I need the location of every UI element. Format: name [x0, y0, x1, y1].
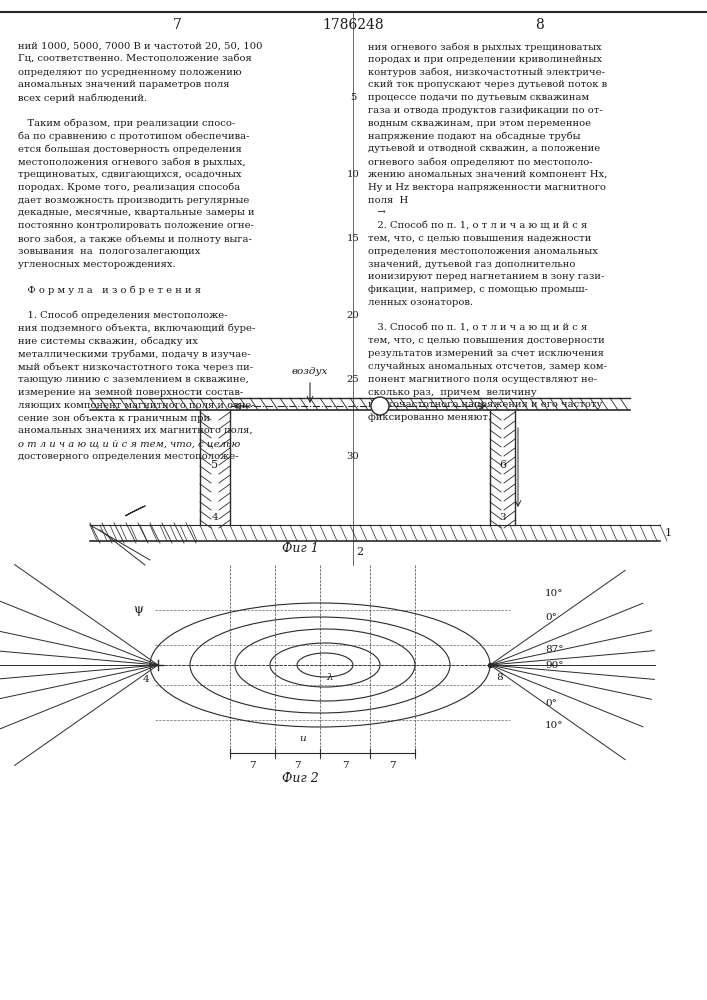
- Text: достоверного определения местоположе-: достоверного определения местоположе-: [18, 452, 239, 461]
- Text: ний 1000, 5000, 7000 В и частотой 20, 50, 100: ний 1000, 5000, 7000 В и частотой 20, 50…: [18, 42, 262, 51]
- Text: Фиг 1: Фиг 1: [281, 542, 318, 555]
- Text: напряжение подают на обсадные трубы: напряжение подают на обсадные трубы: [368, 132, 580, 141]
- Text: 5: 5: [211, 460, 218, 470]
- Text: дает возможность производить регулярные: дает возможность производить регулярные: [18, 196, 250, 205]
- Text: ионизируют перед нагнетанием в зону гази-: ионизируют перед нагнетанием в зону гази…: [368, 272, 604, 281]
- Text: сколько раз,  причем  величину: сколько раз, причем величину: [368, 388, 537, 397]
- Text: 8: 8: [536, 18, 544, 32]
- Text: газа и отвода продуктов газификации по от-: газа и отвода продуктов газификации по о…: [368, 106, 603, 115]
- Text: всех серий наблюдений.: всех серий наблюдений.: [18, 93, 147, 103]
- Text: ψ: ψ: [133, 603, 143, 616]
- Text: низкочастотного напряжения и его частоту: низкочастотного напряжения и его частоту: [368, 400, 602, 409]
- Text: 0°: 0°: [545, 698, 557, 708]
- Text: ский ток пропускают через дутьевой поток в: ский ток пропускают через дутьевой поток…: [368, 80, 607, 89]
- Text: 3. Способ по п. 1, о т л и ч а ю щ и й с я: 3. Способ по п. 1, о т л и ч а ю щ и й с…: [368, 324, 588, 333]
- Text: огневого забоя определяют по местополо-: огневого забоя определяют по местополо-: [368, 157, 592, 167]
- Text: 1786248: 1786248: [322, 18, 384, 32]
- Text: 10°: 10°: [545, 588, 563, 597]
- Text: 7: 7: [389, 761, 396, 770]
- Text: 6: 6: [499, 460, 506, 470]
- Text: 2: 2: [356, 547, 363, 557]
- Text: мый объект низкочастотного тока через пи-: мый объект низкочастотного тока через пи…: [18, 362, 253, 371]
- Text: ленных озонаторов.: ленных озонаторов.: [368, 298, 473, 307]
- Text: u: u: [299, 734, 306, 743]
- Text: процессе подачи по дутьевым скважинам: процессе подачи по дутьевым скважинам: [368, 93, 589, 102]
- Text: ние системы скважин, обсадку их: ние системы скважин, обсадку их: [18, 336, 198, 346]
- Text: ба по сравнению с прототипом обеспечива-: ба по сравнению с прототипом обеспечива-: [18, 132, 250, 141]
- Text: значений, дутьевой газ дополнительно: значений, дутьевой газ дополнительно: [368, 260, 575, 269]
- Text: дутьевой и отводной скважин, а положение: дутьевой и отводной скважин, а положение: [368, 144, 600, 153]
- Text: фиксированно меняют.: фиксированно меняют.: [368, 413, 491, 422]
- Text: тем, что, с целью повышения надежности: тем, что, с целью повышения надежности: [368, 234, 591, 243]
- Text: постоянно контролировать положение огне-: постоянно контролировать положение огне-: [18, 221, 254, 230]
- Text: 7: 7: [173, 18, 182, 32]
- Text: 7: 7: [341, 761, 349, 770]
- Text: 7: 7: [249, 761, 256, 770]
- Text: 87°: 87°: [545, 645, 563, 654]
- Text: 10°: 10°: [545, 720, 563, 730]
- Text: случайных аномальных отсчетов, замер ком-: случайных аномальных отсчетов, замер ком…: [368, 362, 607, 371]
- Text: воздух: воздух: [292, 367, 328, 376]
- Text: породах и при определении криволинейных: породах и при определении криволинейных: [368, 55, 602, 64]
- Text: жению аномальных значений компонент Hx,: жению аномальных значений компонент Hx,: [368, 170, 607, 179]
- Text: ния подземного объекта, включающий буре-: ния подземного объекта, включающий буре-: [18, 324, 255, 333]
- Text: 0°: 0°: [545, 612, 557, 621]
- Text: определяют по усредненному положению: определяют по усредненному положению: [18, 68, 242, 77]
- Text: фикации, например, с помощью промыш-: фикации, например, с помощью промыш-: [368, 285, 588, 294]
- Text: 15: 15: [346, 234, 359, 243]
- Text: Фиг 2: Фиг 2: [281, 772, 318, 785]
- Text: породах. Кроме того, реализация способа: породах. Кроме того, реализация способа: [18, 183, 240, 192]
- Text: 1: 1: [665, 528, 672, 538]
- Text: 10: 10: [346, 170, 359, 179]
- Text: ния огневого забоя в рыхлых трещиноватых: ния огневого забоя в рыхлых трещиноватых: [368, 42, 602, 51]
- Text: 4: 4: [211, 512, 218, 522]
- Text: водным скважинам, при этом переменное: водным скважинам, при этом переменное: [368, 119, 591, 128]
- Text: 3: 3: [500, 512, 506, 522]
- Text: 7: 7: [294, 761, 300, 770]
- Text: аномальных значениях их магнитного поля,: аномальных значениях их магнитного поля,: [18, 426, 252, 435]
- Text: поля  H: поля H: [368, 196, 408, 205]
- Text: угленосных месторождениях.: угленосных месторождениях.: [18, 260, 175, 269]
- Text: тем, что, с целью повышения достоверности: тем, что, с целью повышения достоверност…: [368, 336, 604, 345]
- Text: Hy и Hz вектора напряженности магнитного: Hy и Hz вектора напряженности магнитного: [368, 183, 606, 192]
- Text: зовывания  на  пологозалегающих: зовывания на пологозалегающих: [18, 247, 200, 256]
- Text: сение зон объекта к граничным при: сение зон объекта к граничным при: [18, 413, 210, 423]
- Text: →: →: [368, 208, 386, 217]
- Text: 4: 4: [143, 674, 149, 684]
- Text: местоположения огневого забоя в рыхлых,: местоположения огневого забоя в рыхлых,: [18, 157, 245, 167]
- Text: 5: 5: [350, 93, 356, 102]
- Text: контуров забоя, низкочастотный электриче-: контуров забоя, низкочастотный электриче…: [368, 68, 605, 77]
- Text: о т л и ч а ю щ и й с я тем, что, с целью: о т л и ч а ю щ и й с я тем, что, с цель…: [18, 439, 240, 448]
- Text: Гц, соответственно. Местоположение забоя: Гц, соответственно. Местоположение забоя: [18, 55, 252, 64]
- Circle shape: [371, 397, 389, 415]
- Text: измерение на земной поверхности состав-: измерение на земной поверхности состав-: [18, 388, 243, 397]
- Text: 0: 0: [377, 401, 383, 410]
- Text: 30: 30: [346, 452, 359, 461]
- Text: вого забоя, а также объемы и полноту выга-: вого забоя, а также объемы и полноту выг…: [18, 234, 252, 243]
- Text: 25: 25: [346, 375, 359, 384]
- Text: 90°: 90°: [545, 660, 563, 670]
- Text: результатов измерений за счет исключения: результатов измерений за счет исключения: [368, 349, 604, 358]
- Text: определения местоположения аномальных: определения местоположения аномальных: [368, 247, 598, 256]
- Text: 1. Способ определения местоположе-: 1. Способ определения местоположе-: [18, 311, 228, 320]
- Text: λ: λ: [327, 672, 333, 682]
- Text: тающую линию с заземлением в скважине,: тающую линию с заземлением в скважине,: [18, 375, 249, 384]
- Text: ляющих компонент магнитного поля и отне-: ляющих компонент магнитного поля и отне-: [18, 400, 255, 409]
- Text: трещиноватых, сдвигающихся, осадочных: трещиноватых, сдвигающихся, осадочных: [18, 170, 242, 179]
- Text: Ф о р м у л а   и з о б р е т е н и я: Ф о р м у л а и з о б р е т е н и я: [18, 285, 201, 295]
- Text: декадные, месячные, квартальные замеры и: декадные, месячные, квартальные замеры и: [18, 208, 255, 217]
- Text: металлическими трубами, подачу в изучае-: металлическими трубами, подачу в изучае-: [18, 349, 250, 359]
- Text: Таким образом, при реализации спосо-: Таким образом, при реализации спосо-: [18, 119, 235, 128]
- Text: 20: 20: [346, 311, 359, 320]
- Text: аномальных значений параметров поля: аномальных значений параметров поля: [18, 80, 230, 89]
- Text: ется большая достоверность определения: ется большая достоверность определения: [18, 144, 242, 154]
- Text: 2. Способ по п. 1, о т л и ч а ю щ и й с я: 2. Способ по п. 1, о т л и ч а ю щ и й с…: [368, 221, 588, 230]
- Text: понент магнитного поля осуществляют не-: понент магнитного поля осуществляют не-: [368, 375, 597, 384]
- Text: 8: 8: [497, 672, 503, 682]
